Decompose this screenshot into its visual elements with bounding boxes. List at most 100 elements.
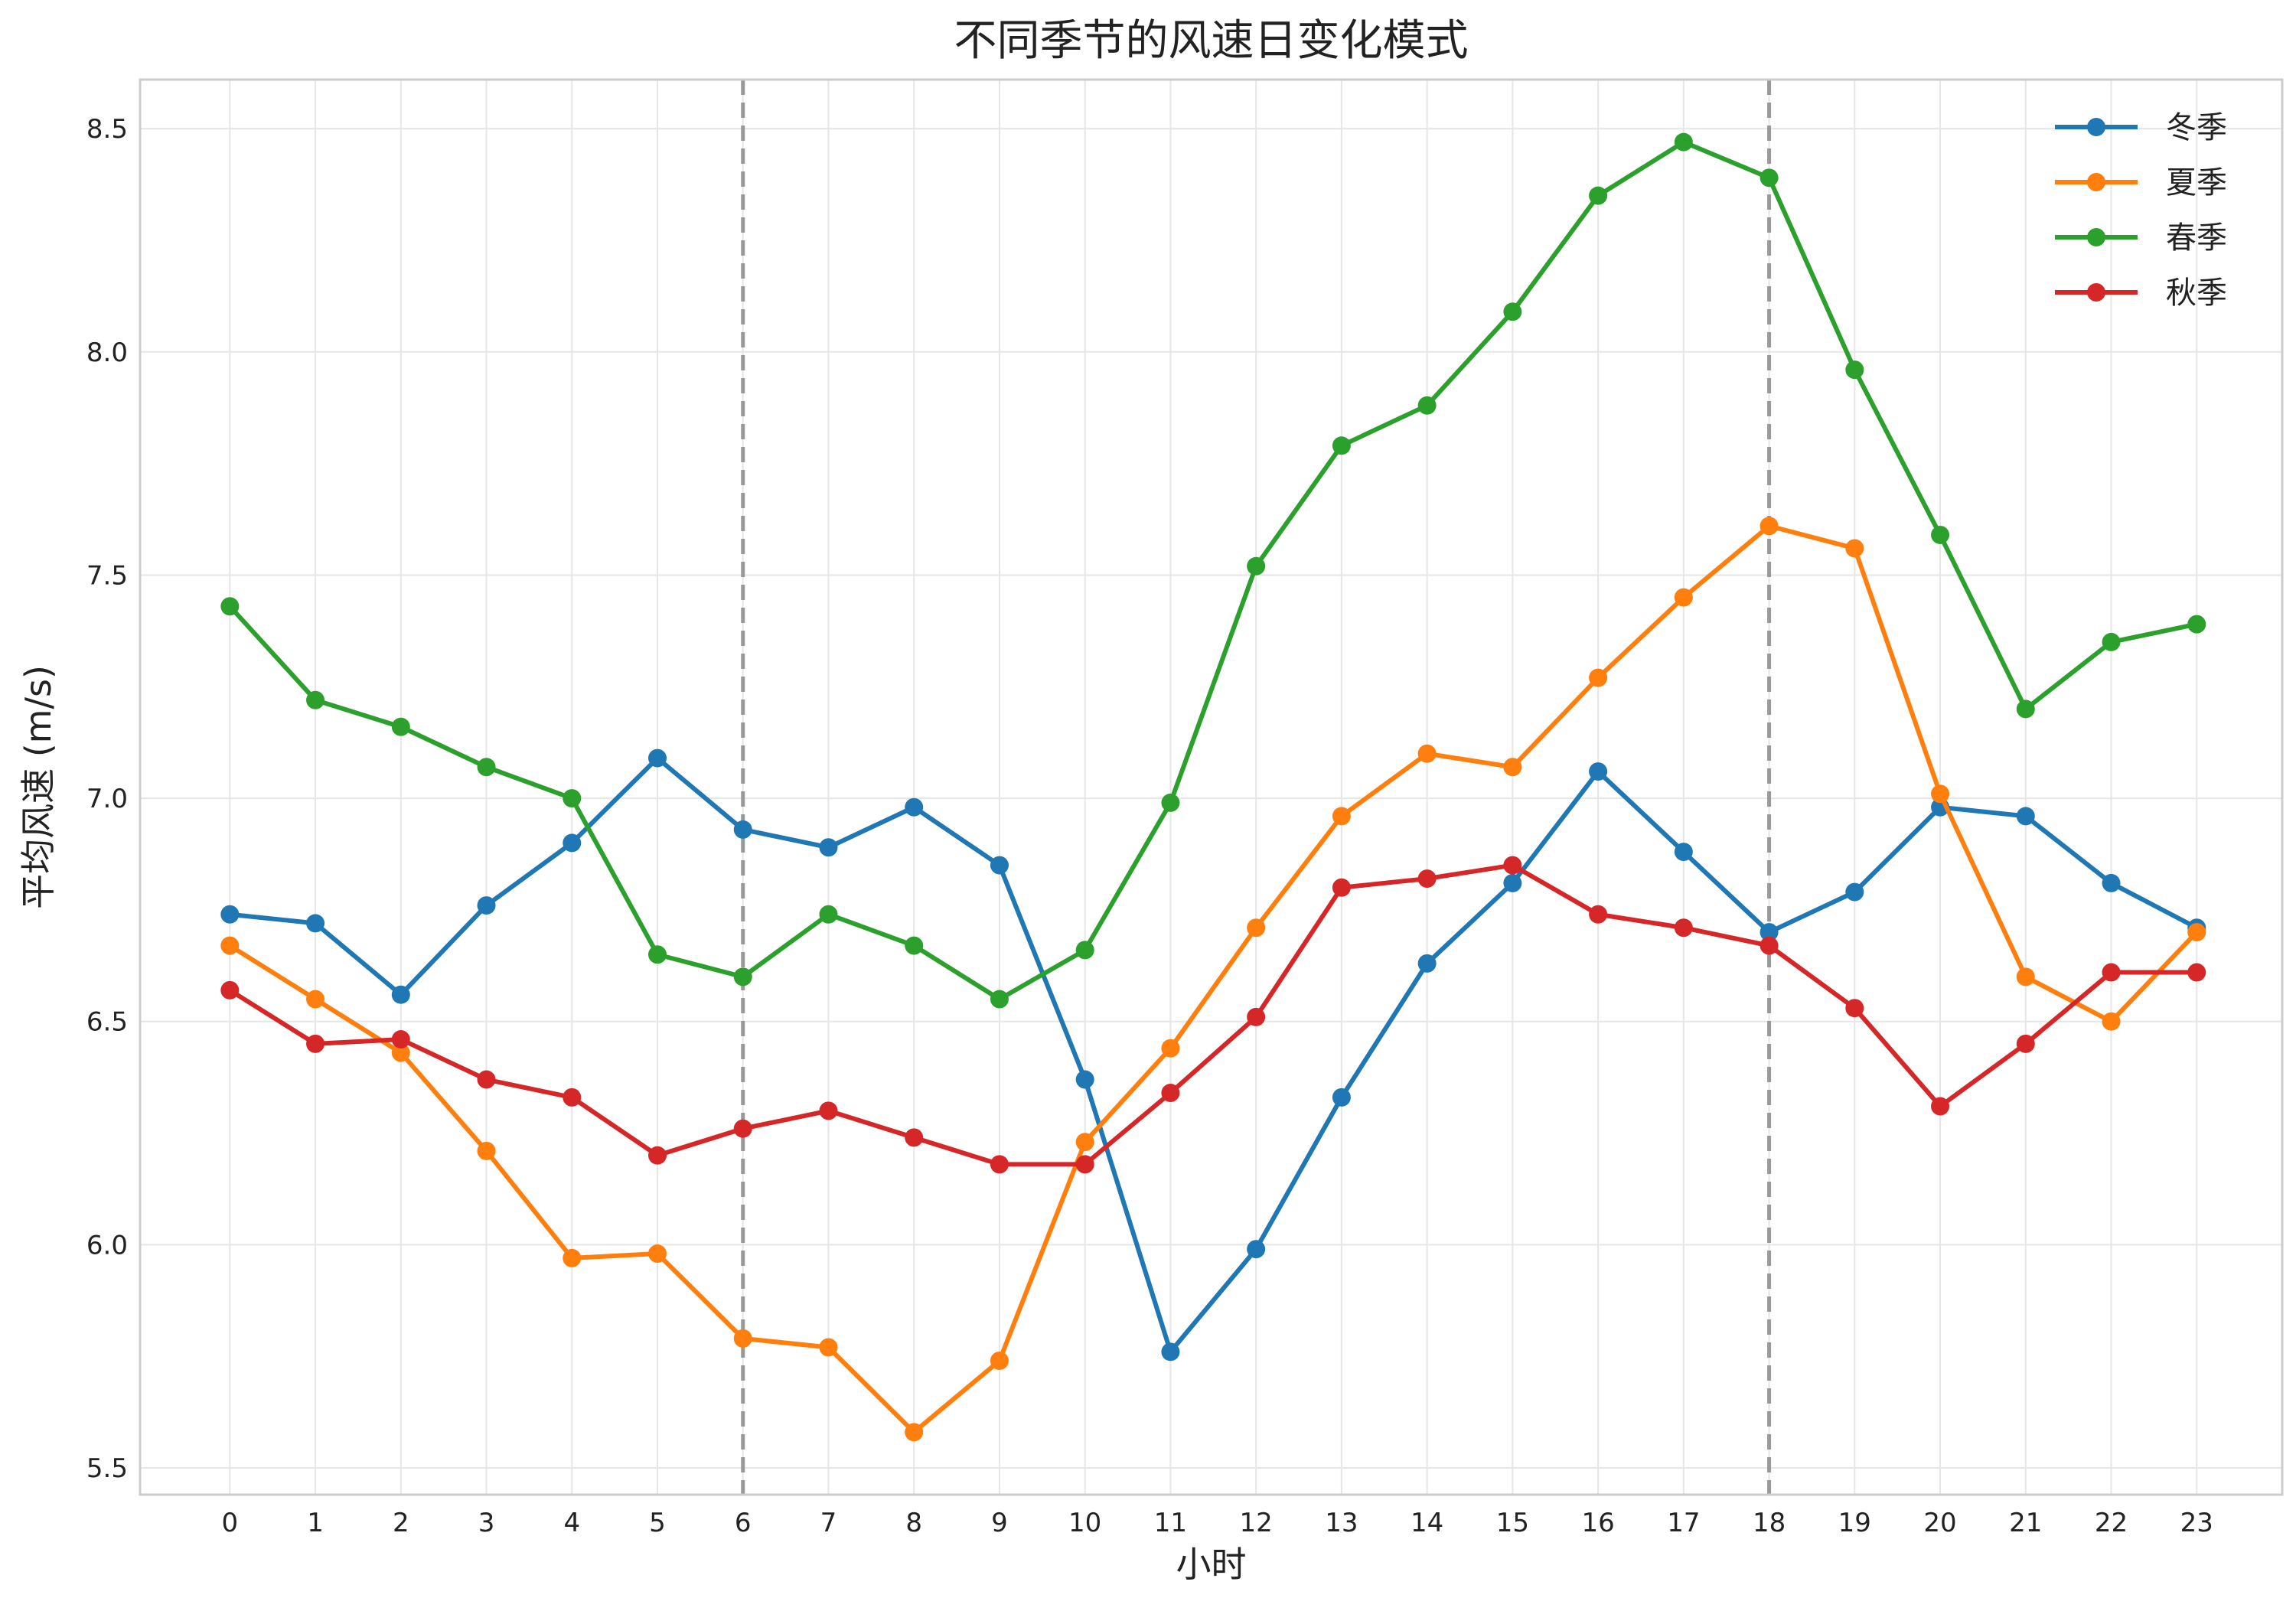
x-tick-label: 5 — [649, 1508, 666, 1538]
data-point — [733, 1329, 752, 1348]
grid-layer — [140, 80, 2282, 1495]
y-tick-label: 8.5 — [86, 114, 128, 145]
series-2 — [220, 132, 2206, 1009]
series-line — [230, 755, 2198, 1355]
y-axis-label: 平均风速 (m/s) — [18, 665, 59, 909]
data-point — [1075, 1133, 1094, 1152]
legend-marker — [2087, 118, 2105, 136]
data-point — [1417, 744, 1437, 763]
data-point — [220, 980, 240, 1000]
data-point — [819, 1338, 838, 1357]
data-point — [1674, 588, 1693, 607]
x-tick-label: 23 — [2180, 1508, 2213, 1538]
data-point — [648, 945, 667, 964]
data-point — [905, 936, 924, 955]
legend-marker — [2087, 283, 2105, 302]
x-tick-label: 18 — [1753, 1508, 1786, 1538]
x-tick-label: 21 — [2009, 1508, 2042, 1538]
data-point — [905, 797, 924, 817]
data-point — [1417, 869, 1437, 889]
data-point — [1760, 168, 1779, 188]
data-point — [1247, 1007, 1266, 1026]
legend-label: 秋季 — [2166, 276, 2227, 311]
x-tick-label: 7 — [820, 1508, 837, 1538]
x-tick-label: 0 — [222, 1508, 239, 1538]
series-line — [228, 523, 2199, 1435]
legend-marker — [2087, 173, 2105, 191]
series-3 — [220, 856, 2206, 1174]
data-point — [2016, 1034, 2035, 1053]
data-point — [563, 789, 582, 808]
data-point — [1503, 302, 1522, 321]
x-tick-label: 22 — [2095, 1508, 2128, 1538]
data-point — [391, 985, 410, 1004]
legend-entry-0: 冬季 — [2055, 110, 2227, 145]
data-point — [905, 1128, 924, 1147]
data-point — [648, 1146, 667, 1165]
data-point — [391, 717, 410, 736]
data-point — [2102, 632, 2121, 651]
legend-entry-3: 秋季 — [2055, 276, 2227, 311]
y-tick-label: 7.0 — [86, 784, 128, 814]
legend-entry-2: 春季 — [2055, 220, 2227, 256]
data-point — [1589, 668, 1608, 687]
data-point — [1674, 918, 1693, 938]
x-tick-label: 11 — [1154, 1508, 1187, 1538]
x-tick-label: 9 — [991, 1508, 1008, 1538]
x-tick-label: 16 — [1581, 1508, 1614, 1538]
data-point — [733, 1119, 752, 1138]
data-point — [220, 936, 240, 955]
data-point — [2016, 967, 2035, 986]
data-point — [391, 1043, 410, 1062]
series-1 — [220, 517, 2206, 1442]
series-0 — [220, 748, 2206, 1362]
data-point — [1332, 878, 1351, 897]
data-point — [220, 905, 240, 924]
data-point — [2102, 1012, 2121, 1031]
y-tick-label: 5.5 — [86, 1453, 128, 1484]
data-point — [2016, 700, 2035, 719]
legend-marker — [2087, 228, 2105, 246]
data-point — [733, 820, 752, 839]
legend-label: 春季 — [2166, 220, 2227, 256]
data-point — [1075, 1155, 1094, 1174]
data-point — [1161, 1039, 1180, 1058]
x-tick-label: 17 — [1667, 1508, 1700, 1538]
data-point — [1332, 436, 1351, 455]
x-tick-label: 10 — [1068, 1508, 1101, 1538]
x-tick-label: 13 — [1325, 1508, 1358, 1538]
series-line — [228, 863, 2197, 1167]
data-point — [990, 856, 1009, 875]
data-point — [819, 905, 838, 924]
y-tick-label: 6.5 — [86, 1007, 128, 1038]
data-point — [477, 758, 496, 777]
legend-label: 夏季 — [2166, 165, 2227, 201]
data-point — [563, 833, 582, 853]
reference-lines — [741, 80, 1772, 1495]
data-point — [990, 1155, 1009, 1174]
data-point — [2187, 615, 2206, 634]
x-tick-label: 2 — [393, 1508, 409, 1538]
data-point — [1845, 539, 1864, 558]
chart-title: 不同季节的风速日变化模式 — [954, 16, 1469, 66]
data-point — [1161, 1084, 1180, 1103]
y-tick-label: 8.0 — [86, 338, 128, 368]
x-tick-label: 15 — [1496, 1508, 1529, 1538]
data-point — [563, 1088, 582, 1107]
data-point — [2102, 963, 2121, 982]
data-point — [1503, 873, 1522, 892]
series-line — [228, 139, 2197, 1002]
plot-frame — [139, 78, 2284, 1496]
data-point — [306, 1034, 325, 1053]
y-tick-label: 6.0 — [86, 1230, 128, 1260]
data-point — [1674, 132, 1693, 152]
data-point — [1589, 762, 1608, 781]
data-point — [1332, 807, 1351, 826]
data-point — [648, 748, 667, 768]
data-point — [563, 1248, 582, 1267]
data-point — [1931, 784, 1950, 804]
data-point — [1075, 1070, 1094, 1089]
